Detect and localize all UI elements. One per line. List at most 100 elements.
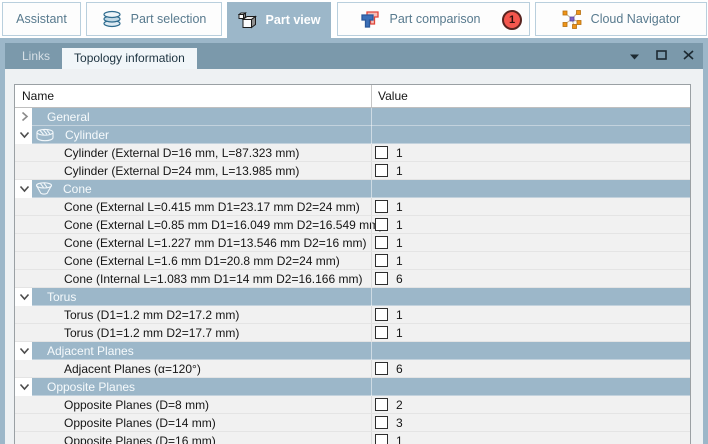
tab-cloud-navigator[interactable]: Cloud Navigator <box>535 2 707 36</box>
group-row[interactable]: Torus <box>15 288 690 306</box>
close-button[interactable] <box>682 49 695 63</box>
group-label: Cone <box>63 181 92 196</box>
group-row[interactable]: Cone <box>15 180 690 198</box>
item-row[interactable]: Adjacent Planes (α=120°) 6 <box>15 360 690 378</box>
tab-label: Cloud Navigator <box>590 12 681 26</box>
compare-icon <box>360 10 380 28</box>
column-divider <box>371 252 372 269</box>
item-label: Cylinder (External D=24 mm, L=13.985 mm) <box>64 164 300 178</box>
cone-icon <box>35 182 53 195</box>
group-row[interactable]: Cylinder <box>15 126 690 144</box>
group-label: General <box>47 109 90 124</box>
close-icon <box>683 47 694 65</box>
column-divider <box>371 108 372 126</box>
item-label: Cylinder (External D=16 mm, L=87.323 mm) <box>64 146 300 160</box>
group-band: General <box>32 108 690 126</box>
table-body: General Cylinder Cylinder (External D=16 m… <box>15 108 690 444</box>
chevron-down-icon[interactable] <box>19 345 30 356</box>
chevron-down-icon[interactable] <box>19 291 30 302</box>
group-band: Cylinder <box>32 126 690 144</box>
tab-part-comparison[interactable]: Part comparison 1 <box>337 2 530 36</box>
item-row[interactable]: Opposite Planes (D=8 mm) 2 <box>15 396 690 414</box>
tab-label: Assistant <box>16 12 67 26</box>
checkbox[interactable] <box>375 164 388 177</box>
checkbox[interactable] <box>375 308 388 321</box>
item-label: Cone (External L=0.415 mm D1=23.17 mm D2… <box>64 200 360 214</box>
item-row[interactable]: Cone (External L=0.85 mm D1=16.049 mm D2… <box>15 216 690 234</box>
item-row[interactable]: Cone (External L=0.415 mm D1=23.17 mm D2… <box>15 198 690 216</box>
item-row[interactable]: Cylinder (External D=24 mm, L=13.985 mm)… <box>15 162 690 180</box>
item-row[interactable]: Cone (Internal L=1.083 mm D1=14 mm D2=16… <box>15 270 690 288</box>
column-divider <box>371 306 372 323</box>
item-count: 6 <box>396 272 403 286</box>
notification-badge: 1 <box>502 10 522 30</box>
column-divider <box>371 126 372 144</box>
column-divider <box>371 342 372 360</box>
chevron-right-icon[interactable] <box>19 111 30 122</box>
item-row[interactable]: Cone (External L=1.227 mm D1=13.546 mm D… <box>15 234 690 252</box>
checkbox[interactable] <box>375 218 388 231</box>
item-row[interactable]: Torus (D1=1.2 mm D2=17.7 mm) 1 <box>15 324 690 342</box>
group-label: Cylinder <box>65 127 110 142</box>
column-divider <box>371 378 372 396</box>
column-divider <box>371 396 372 413</box>
checkbox[interactable] <box>375 416 388 429</box>
checkbox[interactable] <box>375 254 388 267</box>
item-count: 1 <box>396 218 403 232</box>
layers-icon <box>102 10 122 28</box>
window-controls <box>628 43 695 69</box>
item-count: 1 <box>396 434 403 444</box>
group-band: Adjacent Planes <box>32 342 690 360</box>
tab-part-selection[interactable]: Part selection <box>86 2 222 36</box>
item-label: Cone (Internal L=1.083 mm D1=14 mm D2=16… <box>64 272 363 286</box>
maximize-icon <box>656 47 667 65</box>
item-row[interactable]: Opposite Planes (D=16 mm) 1 <box>15 432 690 444</box>
panel-tab-strip: Links Topology information <box>5 43 703 69</box>
tab-label: Part selection <box>130 12 207 26</box>
item-count: 1 <box>396 164 403 178</box>
column-divider <box>371 432 372 444</box>
item-row[interactable]: Cone (External L=1.6 mm D1=20.8 mm D2=24… <box>15 252 690 270</box>
column-divider <box>371 288 372 306</box>
item-label: Opposite Planes (D=8 mm) <box>64 398 210 412</box>
dropdown-icon <box>630 47 639 65</box>
group-row[interactable]: General <box>15 108 690 126</box>
group-row[interactable]: Adjacent Planes <box>15 342 690 360</box>
item-row[interactable]: Cylinder (External D=16 mm, L=87.323 mm)… <box>15 144 690 162</box>
item-label: Torus (D1=1.2 mm D2=17.7 mm) <box>64 326 240 340</box>
chevron-down-icon[interactable] <box>19 183 30 194</box>
checkbox[interactable] <box>375 236 388 249</box>
checkbox[interactable] <box>375 326 388 339</box>
checkbox[interactable] <box>375 434 388 444</box>
column-divider <box>371 360 372 377</box>
item-label: Adjacent Planes (α=120°) <box>64 362 201 376</box>
column-header-value: Value <box>378 89 408 103</box>
column-divider <box>371 414 372 431</box>
group-band: Cone <box>32 180 690 198</box>
cylinder-icon <box>35 128 55 142</box>
column-divider <box>371 324 372 341</box>
group-row[interactable]: Opposite Planes <box>15 378 690 396</box>
panel-tab-topology-information[interactable]: Topology information <box>62 48 197 69</box>
maximize-button[interactable] <box>655 49 668 63</box>
tab-label: Part comparison <box>389 12 481 26</box>
chevron-down-icon[interactable] <box>19 129 30 140</box>
item-count: 3 <box>396 416 403 430</box>
tab-assistant[interactable]: Assistant <box>2 2 81 36</box>
panel-tab-links[interactable]: Links <box>22 49 51 63</box>
item-row[interactable]: Torus (D1=1.2 mm D2=17.2 mm) 1 <box>15 306 690 324</box>
checkbox[interactable] <box>375 146 388 159</box>
item-label: Opposite Planes (D=14 mm) <box>64 416 216 430</box>
item-count: 1 <box>396 146 403 160</box>
dropdown-button[interactable] <box>628 49 641 63</box>
group-label: Torus <box>47 289 77 304</box>
checkbox[interactable] <box>375 272 388 285</box>
checkbox[interactable] <box>375 362 388 375</box>
item-row[interactable]: Opposite Planes (D=14 mm) 3 <box>15 414 690 432</box>
checkbox[interactable] <box>375 398 388 411</box>
tab-part-view[interactable]: Part view <box>227 2 331 38</box>
chevron-down-icon[interactable] <box>19 381 30 392</box>
column-divider <box>371 180 372 198</box>
cube-icon <box>237 11 257 29</box>
checkbox[interactable] <box>375 200 388 213</box>
